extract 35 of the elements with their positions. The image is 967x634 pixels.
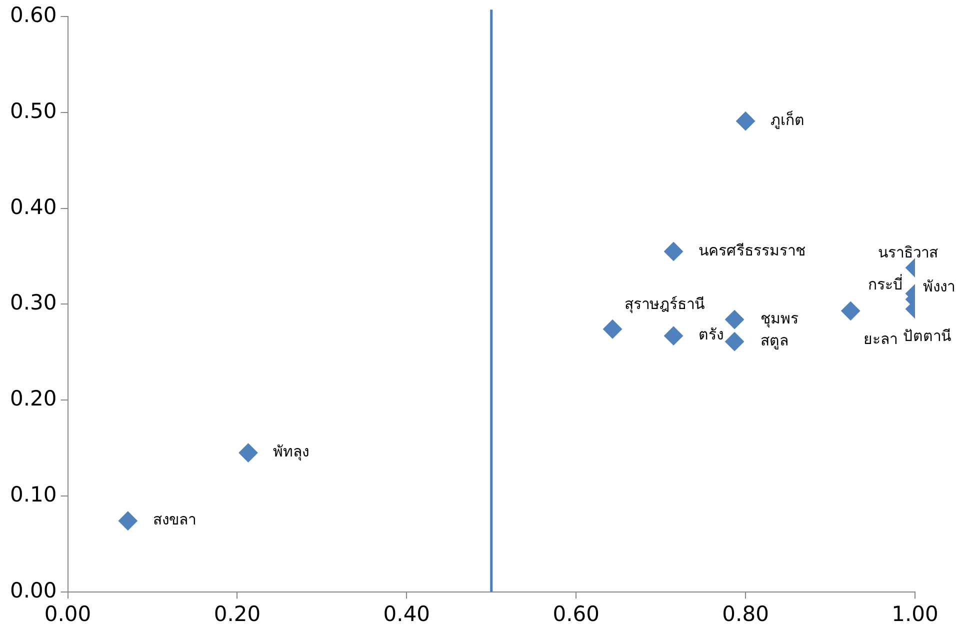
point [664,326,684,346]
annotation: พังงา [923,277,955,296]
annotation: พัทลุง [273,442,310,462]
point [736,112,756,131]
x-tick-label: 1.00 [892,602,938,626]
x-tick-label: 0.80 [722,602,769,626]
annotation: สุราษฎร์ธานี [624,295,705,314]
annotation: ภูเก็ต [770,110,805,129]
point [841,301,860,320]
annotation: นราธิวาส [878,244,938,262]
y-tick-label: 0.40 [10,194,57,219]
point [725,332,744,352]
point [603,320,622,339]
y-tick-label: 0.30 [10,290,57,315]
y-tick-label: 0.20 [10,386,57,411]
x-tick-label: 0.20 [214,602,261,626]
annotation: กระบี่ [868,274,903,294]
annotation: สตูล [760,331,789,350]
point [118,511,138,530]
annotation: ตรัง [698,326,724,344]
y-tick-label: 0.60 [10,3,57,28]
y-tick-label: 0.00 [10,578,57,602]
point [664,242,684,261]
x-tick-label: 0.00 [44,602,92,626]
point [725,310,744,330]
annotation: ยะลา [864,330,898,348]
x-tick-label: 0.60 [552,602,600,626]
point [238,443,258,462]
y-tick-label: 0.10 [10,482,57,506]
x-tick-label: 0.40 [383,602,430,626]
annotation: สงขลา [152,510,196,529]
annotation: นครศรีธรรมราช [698,241,806,260]
annotation: ชุมพร [760,309,799,328]
annotation: ปัตตานี [903,326,951,345]
y-tick-label: 0.50 [10,98,57,123]
